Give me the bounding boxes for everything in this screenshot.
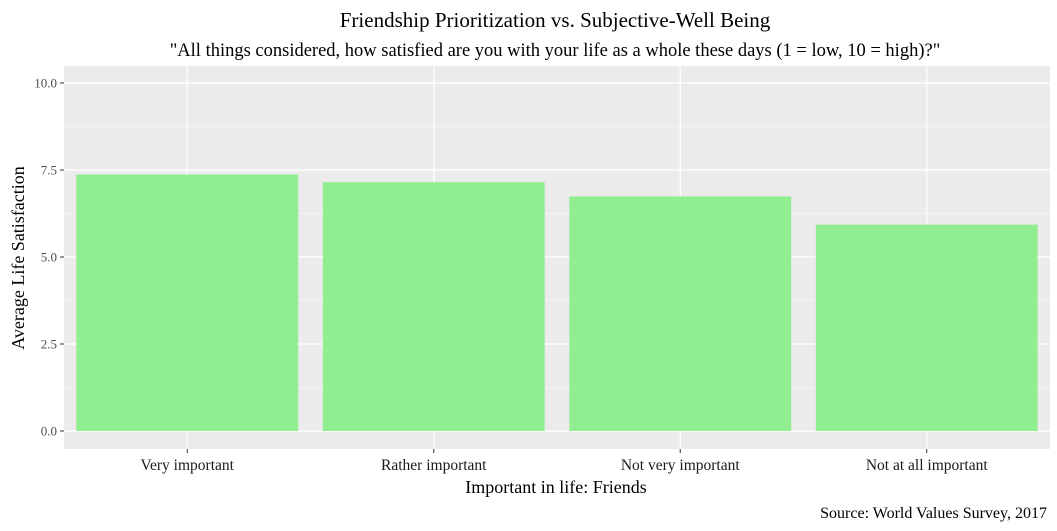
y-axis: 0.0 2.5 5.0 7.5 10.0 xyxy=(34,76,64,439)
x-axis-title: Important in life: Friends xyxy=(465,477,646,497)
x-tick-label: Not at all important xyxy=(866,457,989,474)
bars xyxy=(76,174,1038,432)
x-tick-label: Very important xyxy=(141,457,235,474)
x-tick-label: Not very important xyxy=(621,457,741,474)
y-tick-label: 0.0 xyxy=(41,424,57,439)
y-axis-title: Average Life Satisfaction xyxy=(8,166,28,350)
x-axis: Very important Rather important Not very i… xyxy=(141,449,989,474)
bar xyxy=(815,224,1038,431)
bar xyxy=(322,182,545,431)
bar xyxy=(569,196,792,431)
y-tick-label: 7.5 xyxy=(41,163,57,178)
chart-title: Friendship Prioritization vs. Subjective… xyxy=(340,8,771,32)
x-tick-label: Rather important xyxy=(381,457,487,474)
chart-subtitle: "All things considered, how satisfied ar… xyxy=(170,41,941,61)
chart-caption: Source: World Values Survey, 2017 xyxy=(820,505,1047,522)
bar xyxy=(76,174,299,432)
y-tick-label: 5.0 xyxy=(41,250,57,265)
y-tick-label: 10.0 xyxy=(34,76,57,91)
y-tick-label: 2.5 xyxy=(41,337,57,352)
